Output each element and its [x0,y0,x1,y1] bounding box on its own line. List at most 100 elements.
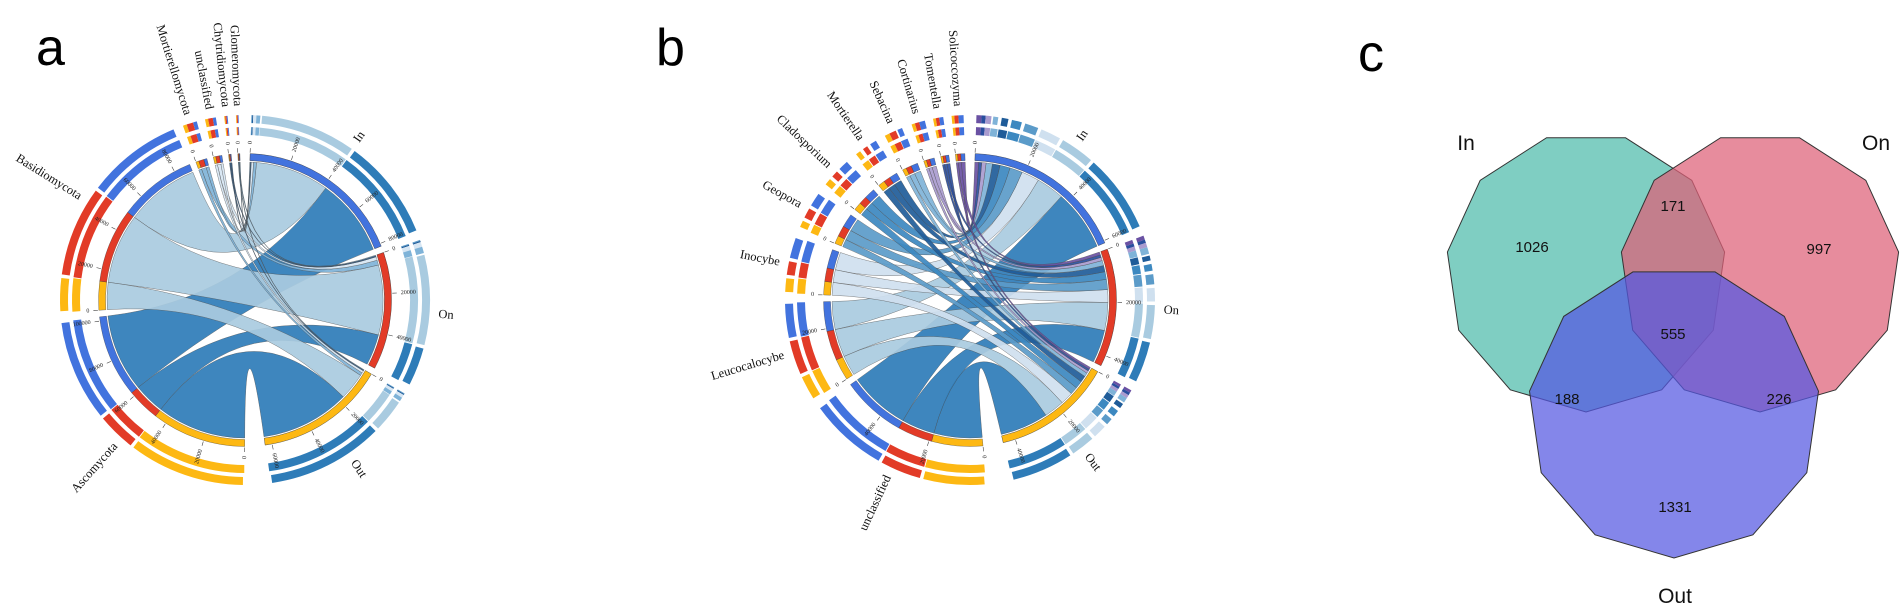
axis-tick-label: 20000 [292,137,302,153]
ring-segment [210,129,217,139]
rim-ascomycota [99,315,138,393]
ring-segment [414,246,424,256]
ribbon-basidiomycota-out [106,282,361,398]
ring-segment [1128,250,1138,259]
sector-label-out: Out [1082,450,1105,474]
ribbon-unclassified-out [214,164,364,374]
rim-mortierellomycota [203,158,209,167]
ring-segment [72,278,82,312]
axis-tick [137,192,141,196]
ring-segment [236,115,239,124]
ring-segment [1061,423,1086,445]
rim-chytridiomycota [230,153,232,162]
ring-segment [984,127,991,137]
ring-segment [401,245,411,253]
ring-segment [386,383,394,389]
rim-geopora [843,214,857,231]
rim-solicoccozyma [960,153,966,161]
venn-label-in: In [1457,132,1475,155]
ribbon-unclassified-on [902,324,1105,434]
ring-segment [416,254,430,346]
composition-rings [59,115,430,485]
axis-tick-label: 0 [935,144,941,148]
venn-label-out: Out [1658,585,1692,608]
rim-basidiomycota [98,280,107,311]
ring-segment [349,150,417,234]
rim-leucocalocybe [823,301,834,332]
ring-segment [862,160,873,171]
axis-tick-label: 0 [835,382,841,389]
ring-segment [255,127,260,136]
ring-segment [952,127,956,136]
venn-set-out [1528,271,1820,559]
axis-tick-label: 0 [917,148,924,153]
ring-segment [1113,399,1124,409]
rim-unclassified [850,380,903,429]
ring-segment [812,367,831,394]
ring-segment [237,115,239,124]
chord-diagram-phyla: 0 200004000060000800000200004000002000040… [14,22,455,495]
ribbon-chytridiomycota-out [229,162,365,372]
ring-segment [1111,382,1120,390]
ring-segment [186,135,193,145]
sector-label-on: On [1163,303,1180,318]
ring-segment [801,335,820,371]
sector-label-geopora: Geopora [760,177,805,210]
ring-segment [889,130,899,141]
rim-unclassified [219,155,224,163]
axis-tick-label: 60000 [1112,228,1128,240]
ring-segment [789,339,808,375]
ring-segment [190,133,199,144]
ring-segment [207,130,213,139]
ring-segment [362,390,390,422]
ring-segment [992,116,999,126]
ring-segment [1101,413,1112,425]
ring-segment [1068,432,1093,454]
axis-tick [311,431,315,436]
ring-segment [268,416,368,472]
ring-segment [825,179,837,190]
ring-segment [404,256,418,344]
ring-segment [954,115,959,124]
ring-segment [801,240,815,264]
axis-tick [1063,413,1067,418]
sector-label-ascomycota: Ascomycota [68,439,120,495]
rim-on [368,252,392,369]
ring-segment [226,115,229,124]
ring-segment [839,161,853,175]
ring-segment [1097,398,1110,410]
ring-segment [1107,387,1117,396]
ring-segment [204,118,210,128]
axis-tick-label: 0 [378,377,384,384]
ring-segment [900,138,911,149]
axis-tick [227,148,229,154]
axis-tick [850,205,855,210]
ring-segment [341,159,406,239]
axis-tick [291,155,294,161]
ring-segment [937,129,943,138]
ring-segment [935,117,941,127]
ring-segment [1135,235,1145,243]
axis-tick [820,328,826,331]
ring-segment [412,240,421,245]
axis-tick-label: 0 [242,456,248,459]
ring-segment [1080,412,1097,429]
ring-segment [1121,388,1131,396]
axis-tick [384,250,389,253]
sector-rims [823,153,1117,447]
ring-segment [1146,287,1155,302]
axis-tick [927,441,929,446]
sector-label-tomentella: Tomentella [921,52,945,110]
sector-label-in: In [350,128,368,145]
axis-tick [211,151,214,157]
ring-segment [1145,274,1155,285]
ribbons [831,161,1109,439]
axis-tick [372,374,377,378]
rim-inocybe [826,249,840,270]
axis-tick [899,164,903,170]
ring-segment [976,115,982,124]
sector-label-glomeromycota: Glomeromycota [228,25,245,107]
ring-segment [1107,406,1119,417]
ring-segment [914,122,922,132]
